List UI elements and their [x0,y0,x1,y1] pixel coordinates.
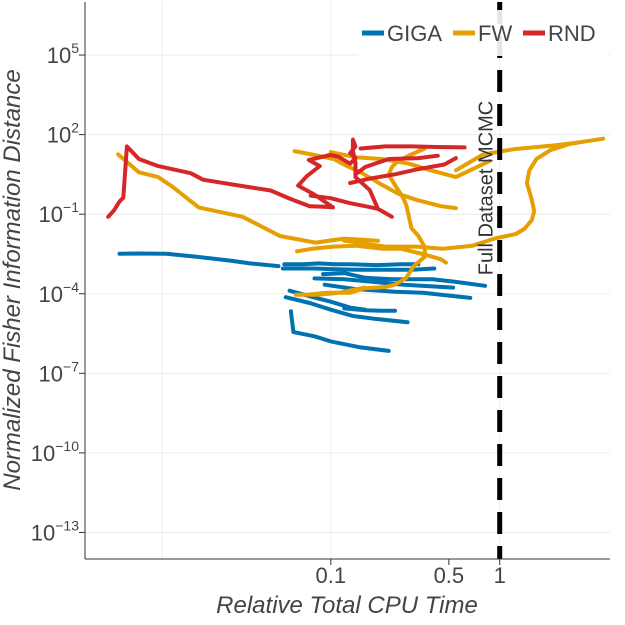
series-line-giga [288,309,391,353]
series-line-giga [283,295,410,325]
series-line-rnd [358,144,467,151]
series-line-giga [282,261,421,268]
series-line-rnd [353,153,440,177]
series-line-fw [293,146,427,297]
y-tick-label: 10−4 [39,279,80,307]
y-ticks: 105 102 10−1 10−4 10−7 10−10 10−13 [31,40,85,545]
series-rnd [106,137,467,219]
y-tick-label: 102 [47,120,79,148]
x-ticks: 0.1 0.5 1 [316,559,506,588]
series-line-rnd [348,156,458,185]
legend: GIGA FW RND [358,10,608,56]
full-dataset-mcmc-label: Full Dataset MCMC [476,101,498,275]
series-line-giga [322,282,473,300]
series-line-fw [342,231,519,251]
x-axis-title: Relative Total CPU Time [216,592,478,619]
legend-label-rnd: RND [548,21,596,46]
y-tick-label: 10−10 [31,438,79,466]
series-line-rnd [308,193,394,219]
x-tick-label: 0.5 [434,563,465,588]
y-tick-label: 105 [47,40,79,68]
series-line-fw [116,152,380,245]
x-tick-label: 1 [494,563,506,588]
grid [85,2,610,559]
series-line-fw [295,243,448,265]
legend-label-giga: GIGA [387,21,442,46]
series-line-giga [117,251,281,269]
series-line-fw [453,140,580,173]
x-tick-label: 0.1 [316,563,347,588]
series-line-giga [312,276,456,290]
series-line-rnd [296,137,380,211]
y-tick-label: 10−1 [39,199,80,227]
series-giga [117,251,488,353]
series-lines [106,136,606,353]
y-axis-title: Normalized Fisher Information Distance [0,69,26,491]
series-line-fw [514,136,606,236]
series-line-giga [342,306,397,313]
annotations: Full Dataset MCMC [476,2,503,559]
y-tick-label: 10−7 [39,358,80,386]
legend-label-fw: FW [478,21,512,46]
series-line-rnd [106,144,312,219]
series-line-giga [321,271,488,288]
legend-box [358,10,608,56]
y-tick-label: 10−13 [31,517,79,545]
